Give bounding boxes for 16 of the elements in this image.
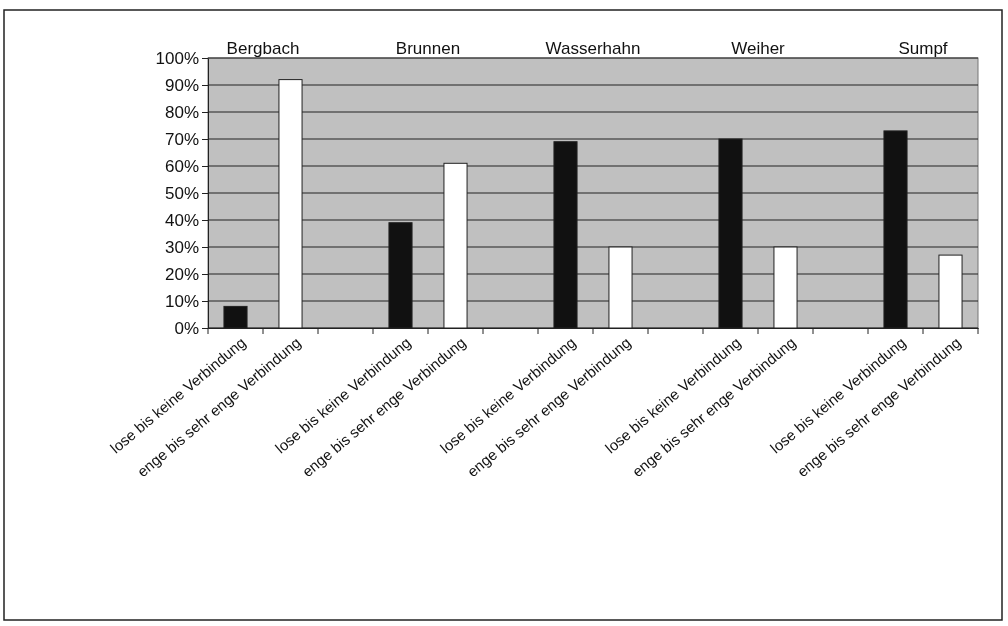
text: Bergbach: [226, 39, 300, 58]
y-tick-label: 60%: [164, 156, 199, 176]
y-tick-label: 70%: [164, 129, 199, 149]
y-tick-label: 100%: [155, 48, 199, 68]
y-tick-label: 10%: [164, 291, 199, 311]
y-tick-label: 0%: [174, 318, 199, 338]
text: Weiher: [731, 39, 786, 58]
text: Brunnen: [395, 39, 461, 58]
y-tick-label: 40%: [164, 210, 199, 230]
y-tick-label: 30%: [164, 237, 199, 257]
y-tick-label: 50%: [164, 183, 199, 203]
y-tick-label: 90%: [164, 75, 199, 95]
text: Wasserhahn: [545, 39, 641, 58]
y-tick-label: 80%: [164, 102, 199, 122]
y-tick-label: 20%: [164, 264, 199, 284]
text: Sumpf: [898, 39, 948, 58]
